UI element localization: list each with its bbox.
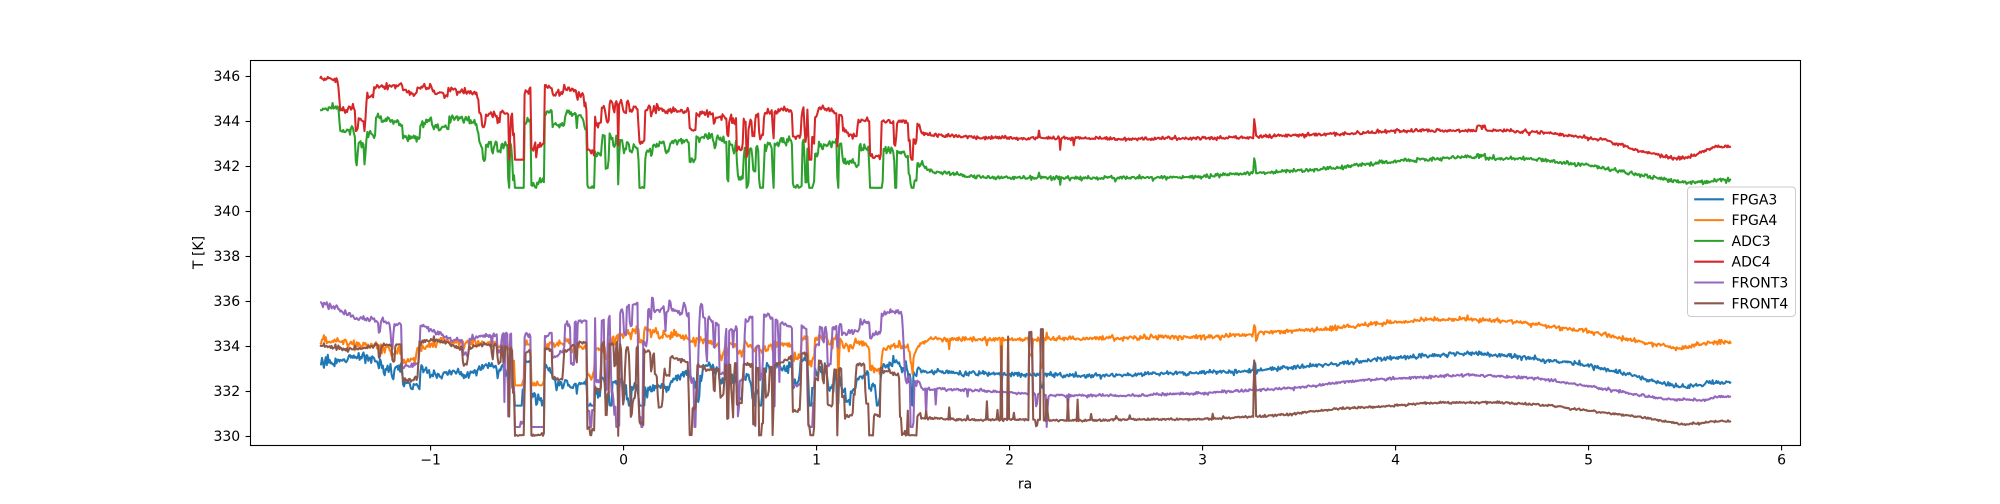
series-line-ADC3 (319, 101, 1732, 189)
legend-label-FPGA3: FPGA3 (1732, 192, 1778, 208)
x-tick-label: 5 (1584, 453, 1593, 469)
legend: FPGA3 FPGA4 ADC3 ADC4 FRONT3 FRONT4 (1687, 186, 1796, 317)
legend-label-FPGA4: FPGA4 (1732, 213, 1778, 229)
series-line-FPGA3 (319, 350, 1732, 407)
y-tick-label: 334 (213, 339, 240, 355)
series-line-FPGA4 (319, 314, 1732, 387)
x-tick-label: 3 (1198, 453, 1207, 469)
series-line-FRONT4 (319, 328, 1732, 437)
x-tick-label: 2 (1005, 453, 1014, 469)
legend-label-ADC3: ADC3 (1732, 234, 1771, 250)
x-axis-label: ra (1018, 477, 1032, 493)
x-tick-label: 0 (619, 453, 628, 469)
y-tick-label: 344 (213, 114, 240, 130)
x-tick-label: 6 (1777, 453, 1786, 469)
y-tick-label: 340 (213, 204, 240, 220)
legend-label-FRONT4: FRONT4 (1732, 296, 1789, 312)
legend-label-FRONT3: FRONT3 (1732, 276, 1789, 292)
y-axis-label: T [K] (191, 236, 207, 270)
x-tick-label: 1 (812, 453, 821, 469)
y-tick-label: 332 (213, 384, 240, 400)
axes: −1 0 1 2 3 4 5 6 330 332 334 336 338 340 342 344 346 (213, 59, 1802, 469)
y-tick-label: 346 (213, 69, 240, 85)
x-tick-label: −1 (420, 453, 441, 469)
plot-frame (249, 59, 1802, 447)
y-tick-label: 330 (213, 429, 240, 445)
plot-lines (319, 75, 1732, 437)
x-tick-label: 4 (1391, 453, 1400, 469)
y-tick-label: 342 (213, 159, 240, 175)
series-line-FRONT3 (319, 296, 1732, 429)
y-tick-label: 338 (213, 249, 240, 265)
series-line-ADC4 (319, 75, 1732, 161)
y-tick-label: 336 (213, 294, 240, 310)
legend-label-ADC4: ADC4 (1732, 255, 1771, 271)
